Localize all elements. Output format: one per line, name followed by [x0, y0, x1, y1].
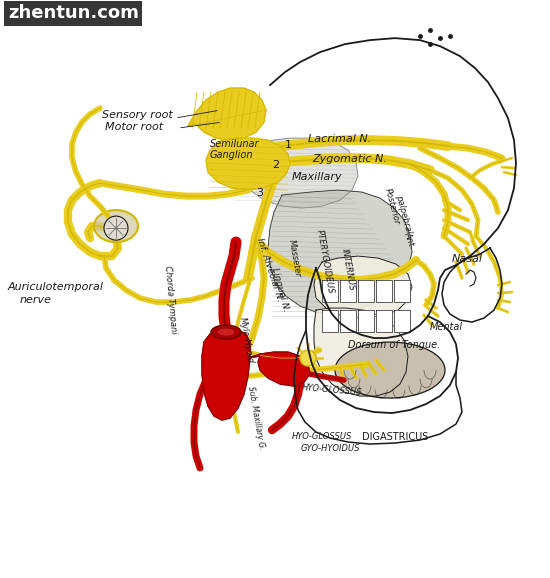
- Text: GYO-HYOIDUS: GYO-HYOIDUS: [300, 443, 360, 453]
- Text: INTERNUS: INTERNUS: [340, 248, 356, 292]
- Polygon shape: [358, 310, 374, 332]
- Ellipse shape: [217, 328, 235, 336]
- Text: DIGASTRICUS: DIGASTRICUS: [362, 432, 428, 442]
- Ellipse shape: [211, 325, 241, 339]
- Text: Mylo-Hyoid: Mylo-Hyoid: [238, 316, 255, 364]
- Circle shape: [300, 350, 316, 366]
- Text: HYO-GLOSSUS: HYO-GLOSSUS: [292, 432, 352, 440]
- Text: Lingual N.: Lingual N.: [270, 267, 290, 313]
- Text: Zygomatic N.: Zygomatic N.: [312, 154, 387, 164]
- Polygon shape: [394, 280, 410, 302]
- Text: Ant.: Ant.: [403, 231, 417, 250]
- Ellipse shape: [335, 342, 445, 398]
- Polygon shape: [188, 88, 266, 140]
- Text: Lacrimal N.: Lacrimal N.: [308, 134, 371, 144]
- Text: HYO-GLOSSUS: HYO-GLOSSUS: [301, 383, 362, 397]
- Text: Motor root: Motor root: [105, 122, 163, 132]
- Text: 3: 3: [256, 188, 263, 198]
- Polygon shape: [340, 310, 356, 332]
- Text: Mental: Mental: [430, 322, 463, 332]
- Polygon shape: [340, 280, 356, 302]
- Polygon shape: [94, 210, 138, 242]
- Polygon shape: [206, 138, 290, 190]
- Polygon shape: [268, 190, 412, 314]
- Polygon shape: [314, 308, 408, 396]
- Polygon shape: [358, 280, 374, 302]
- Text: Auriculotemporal: Auriculotemporal: [8, 282, 104, 292]
- Text: Sub. Maxillary G.: Sub. Maxillary G.: [246, 386, 266, 450]
- Text: Maxillary: Maxillary: [292, 172, 343, 182]
- Polygon shape: [376, 280, 392, 302]
- Text: Nasal: Nasal: [452, 254, 483, 264]
- Polygon shape: [202, 330, 250, 420]
- Polygon shape: [322, 280, 338, 302]
- Polygon shape: [248, 352, 310, 386]
- Text: Dorsum of Tongue.: Dorsum of Tongue.: [348, 340, 440, 350]
- Circle shape: [104, 216, 128, 240]
- Text: 1: 1: [285, 140, 292, 150]
- Text: palpebral: palpebral: [394, 194, 414, 235]
- Text: zhentun.com: zhentun.com: [8, 4, 139, 22]
- Text: Sensory root: Sensory root: [102, 110, 173, 120]
- Text: PTERYGOIDEUS: PTERYGOIDEUS: [315, 229, 335, 295]
- Polygon shape: [376, 310, 392, 332]
- Text: 2: 2: [272, 160, 279, 170]
- Text: nerve: nerve: [20, 295, 52, 305]
- Polygon shape: [394, 310, 410, 332]
- Text: Inf. Alveolar N.: Inf. Alveolar N.: [255, 237, 284, 303]
- Polygon shape: [230, 138, 358, 208]
- Text: Chorda Tympani: Chorda Tympani: [163, 265, 178, 335]
- Text: Masseter: Masseter: [287, 239, 303, 277]
- Text: Posterior: Posterior: [383, 187, 401, 225]
- Text: Semilunar
Ganglion: Semilunar Ganglion: [210, 139, 260, 160]
- Polygon shape: [314, 256, 412, 318]
- Polygon shape: [322, 310, 338, 332]
